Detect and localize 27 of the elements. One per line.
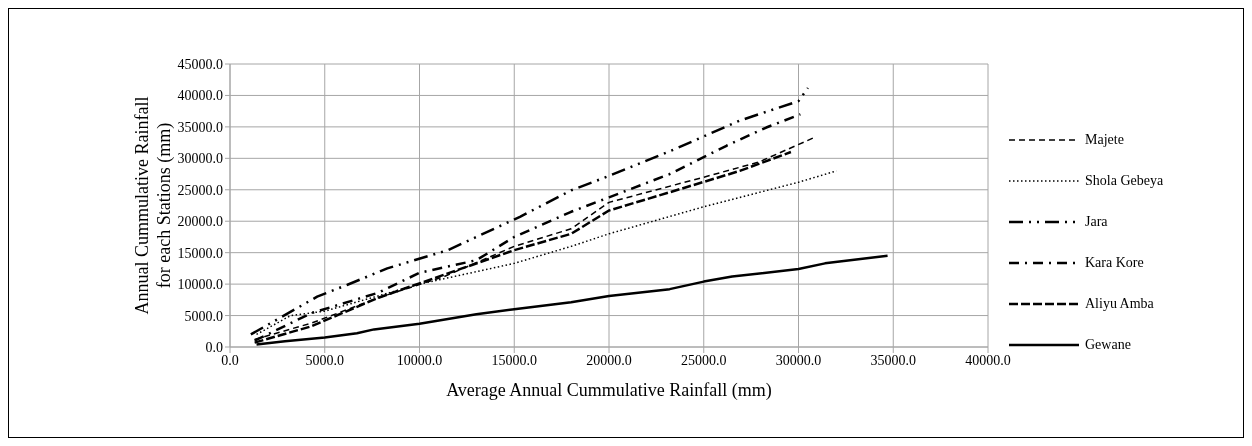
x-tick-label: 30000.0	[775, 352, 822, 368]
legend-label: Shola Gebeya	[1085, 172, 1164, 189]
legend-label: Kara Kore	[1085, 254, 1144, 271]
x-tick-label: 5000.0	[305, 352, 344, 368]
y-tick-label: 30000.0	[177, 151, 223, 167]
y-tick-label: 40000.0	[177, 88, 223, 104]
y-tick-label: 45000.0	[177, 56, 223, 72]
legend-label: Majete	[1085, 131, 1124, 148]
y-tick-label: 25000.0	[177, 182, 223, 198]
x-tick-label: 35000.0	[870, 352, 916, 368]
legend-label: Jara	[1085, 213, 1108, 230]
x-tick-label: 10000.0	[396, 352, 443, 368]
y-axis-title: Annual Cummulative Rainfall for each Stations (mm)	[132, 96, 175, 315]
legend-label: Aliyu Amba	[1085, 295, 1154, 312]
y-tick-label: 0.0	[205, 339, 223, 355]
y-tick-label: 20000.0	[177, 214, 223, 230]
y-tick-label: 15000.0	[177, 245, 223, 261]
x-tick-label: 20000.0	[586, 352, 632, 368]
y-tick-label: 10000.0	[177, 277, 223, 293]
y-tick-label: 5000.0	[184, 308, 223, 324]
x-tick-label: 25000.0	[681, 352, 727, 368]
x-tick-label: 15000.0	[491, 352, 537, 368]
x-axis-title: Average Annual Cummulative Rainfall (mm)	[446, 379, 772, 401]
legend-label: Gewane	[1085, 336, 1131, 353]
y-tick-label: 35000.0	[177, 119, 223, 135]
x-tick-label: 0.0	[221, 352, 239, 368]
x-tick-label: 40000.0	[965, 352, 1011, 368]
